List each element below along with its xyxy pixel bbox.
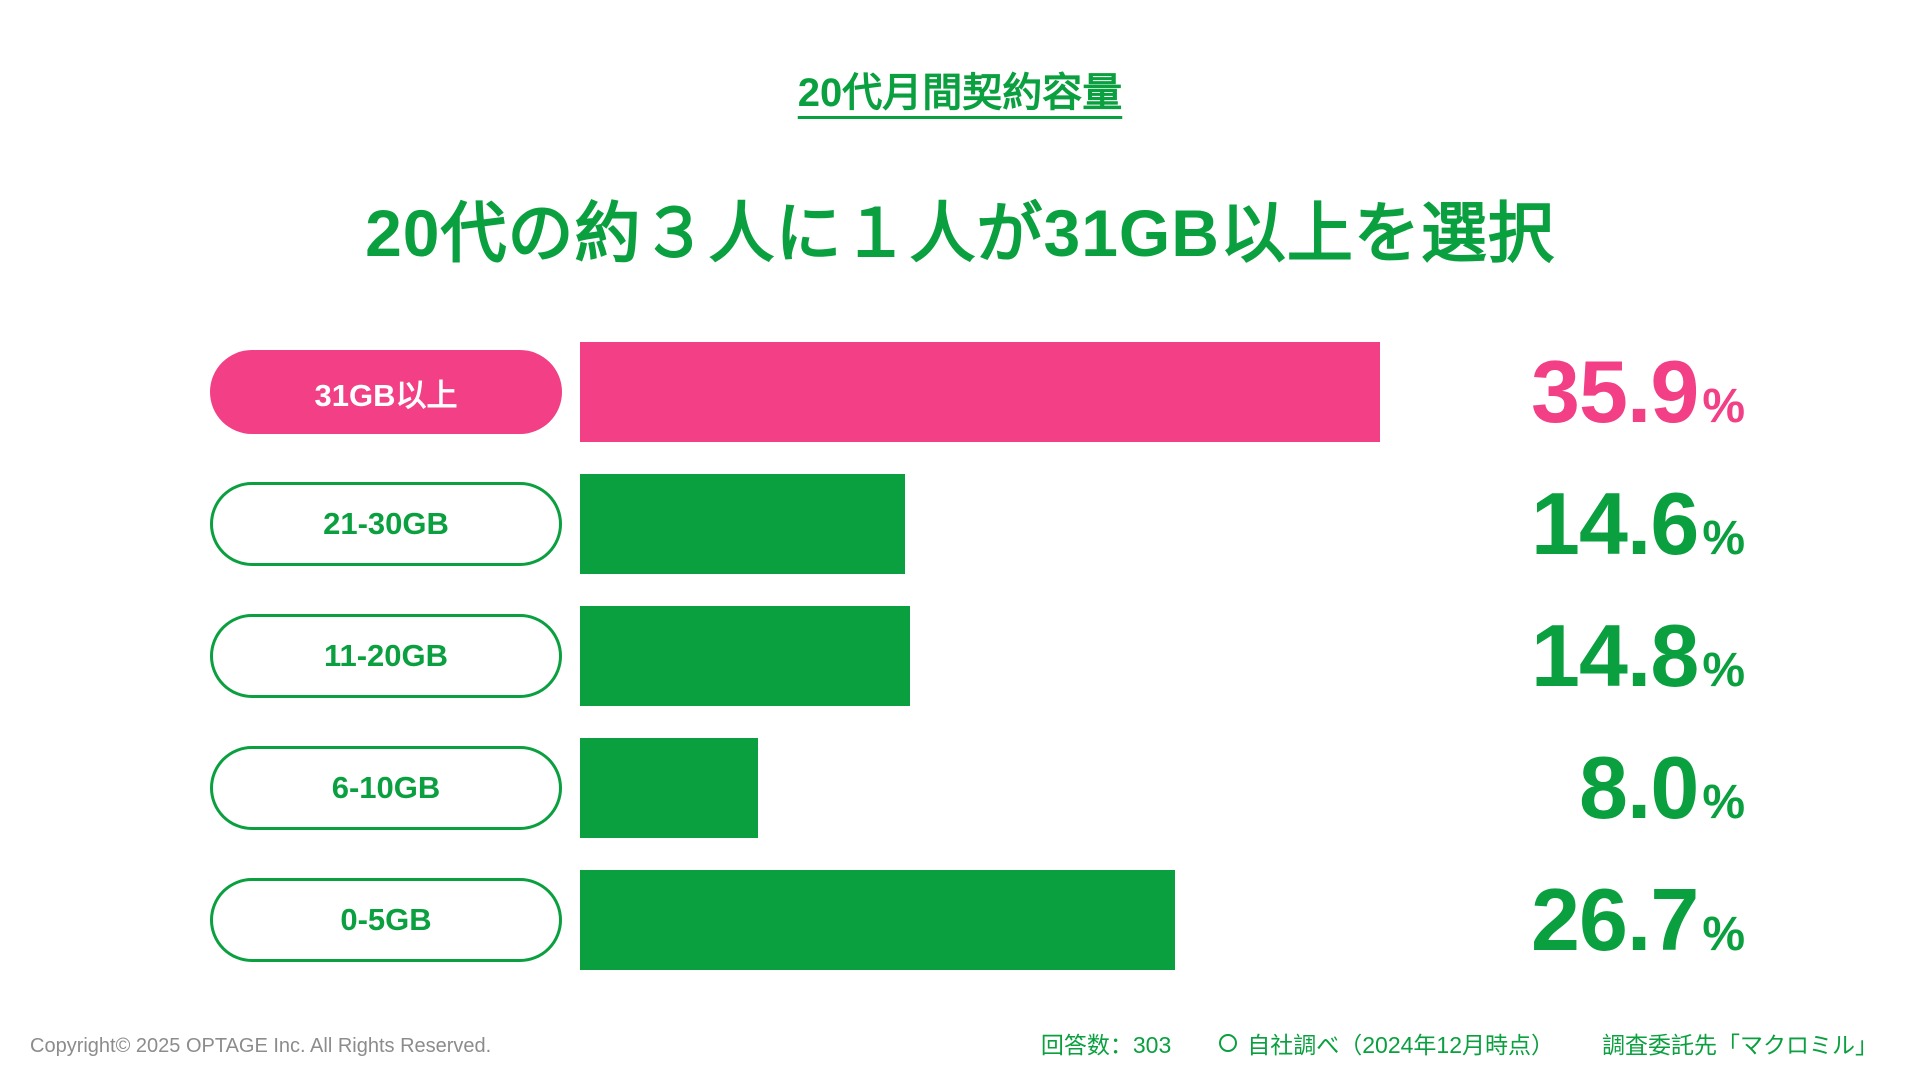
category-pill: 0-5GB xyxy=(210,878,562,962)
percent-value: 14.8% xyxy=(1405,612,1745,700)
bar-rows: 31GB以上 35.9% 21-30GB 14.6% 11-20GB 14.8% 6-10G… xyxy=(210,342,1745,970)
respondents-count: 回答数：303 xyxy=(1040,1032,1172,1058)
percent-number: 8.0 xyxy=(1578,738,1699,837)
circle-icon xyxy=(1219,1034,1238,1052)
value-bar xyxy=(580,870,1175,970)
chart-row: 0-5GB 26.7% xyxy=(210,870,1745,970)
percent-sign: % xyxy=(1702,908,1745,961)
copyright-text: Copyright© 2025 OPTAGE Inc. All Rights R… xyxy=(30,1035,492,1057)
chart-row: 6-10GB 8.0% xyxy=(210,738,1745,838)
percent-number: 14.6 xyxy=(1531,474,1699,573)
percent-number: 35.9 xyxy=(1531,342,1699,441)
percent-value: 14.6% xyxy=(1405,480,1745,568)
category-label: 31GB以上 xyxy=(314,377,458,413)
percent-sign: % xyxy=(1702,380,1745,433)
chart-main-title: 20代の約３人に１人が31GB以上を選択 xyxy=(365,196,1555,270)
chart-row: 21-30GB 14.6% xyxy=(210,474,1745,574)
bar-track xyxy=(580,474,1405,574)
category-label: 21-30GB xyxy=(323,506,449,541)
percent-sign: % xyxy=(1702,512,1745,565)
category-label: 0-5GB xyxy=(340,902,432,937)
bar-track xyxy=(580,738,1405,838)
chart-row: 11-20GB 14.8% xyxy=(210,606,1745,706)
percent-value: 26.7% xyxy=(1405,876,1745,964)
category-label: 6-10GB xyxy=(331,770,441,805)
bar-chart: 31GB以上 35.9% 21-30GB 14.6% 11-20GB 14.8% 6-10G… xyxy=(210,342,1745,970)
footer-notes: 回答数：303 自社調べ（2024年12月時点） 調査委託先「マクロミル」 xyxy=(1041,1026,1878,1060)
agency-note: 調査委託先「マクロミル」 xyxy=(1602,1032,1878,1058)
value-bar xyxy=(580,738,758,838)
survey-note-text: 自社調べ（2024年12月時点） xyxy=(1247,1032,1554,1058)
percent-number: 14.8 xyxy=(1531,606,1699,705)
survey-note: 自社調べ（2024年12月時点） xyxy=(1219,1026,1554,1060)
value-bar xyxy=(580,606,910,706)
category-label: 11-20GB xyxy=(323,638,449,673)
header: 20代月間契約容量 xyxy=(0,0,1920,118)
category-pill: 21-30GB xyxy=(210,482,562,566)
percent-sign: % xyxy=(1702,776,1745,829)
chart-row: 31GB以上 35.9% xyxy=(210,342,1745,442)
percent-value: 8.0% xyxy=(1405,744,1745,832)
category-pill: 6-10GB xyxy=(210,746,562,830)
value-bar xyxy=(580,342,1380,442)
category-pill: 31GB以上 xyxy=(210,350,562,434)
percent-sign: % xyxy=(1702,644,1745,697)
percent-value: 35.9% xyxy=(1405,348,1745,436)
bar-track xyxy=(580,870,1405,970)
category-pill: 11-20GB xyxy=(210,614,562,698)
percent-number: 26.7 xyxy=(1531,870,1699,969)
chart-badge-title: 20代月間契約容量 xyxy=(797,71,1123,115)
bar-track xyxy=(580,606,1405,706)
value-bar xyxy=(580,474,905,574)
bar-track xyxy=(580,342,1405,442)
